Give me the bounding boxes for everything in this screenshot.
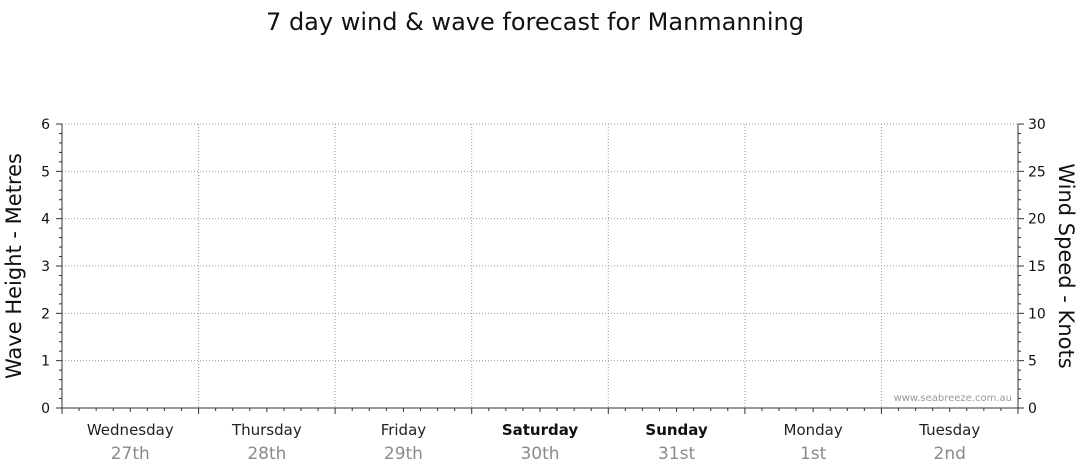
day-name-label: Thursday — [231, 421, 302, 439]
right-tick-label: 25 — [1028, 164, 1046, 180]
left-tick-label: 6 — [41, 117, 50, 133]
left-tick-label: 2 — [41, 306, 50, 322]
day-name-label: Sunday — [645, 421, 708, 439]
day-date-label: 2nd — [934, 444, 966, 464]
right-tick-label: 0 — [1028, 401, 1037, 417]
left-tick-label: 4 — [41, 212, 50, 228]
right-tick-label: 20 — [1028, 212, 1046, 228]
day-column-3: Saturday 30th — [502, 421, 579, 464]
day-date-label: 30th — [520, 444, 559, 464]
day-column-2: Friday 29th — [381, 421, 427, 464]
day-name-label: Monday — [784, 421, 843, 439]
day-name-label: Wednesday — [87, 421, 174, 439]
left-tick-label: 0 — [41, 401, 50, 417]
left-axis-title: Wave Height - Metres — [2, 153, 26, 379]
day-date-label: 27th — [111, 444, 150, 464]
grid-lines — [62, 123, 1018, 408]
day-date-label: 29th — [384, 444, 423, 464]
day-name-label: Saturday — [502, 421, 579, 439]
day-column-4: Sunday 31st — [645, 421, 708, 464]
left-tick-label: 1 — [41, 354, 50, 370]
day-column-6: Tuesday 2nd — [918, 421, 980, 464]
left-tick-label: 5 — [41, 164, 50, 180]
right-tick-label: 30 — [1028, 117, 1046, 133]
right-tick-label: 10 — [1028, 306, 1046, 322]
right-y-axis-ticks: 0 5 10 15 20 25 30 — [1018, 117, 1046, 417]
day-name-label: Tuesday — [918, 421, 980, 439]
left-y-axis-ticks: 0 1 2 3 4 5 6 — [41, 117, 62, 417]
day-date-label: 28th — [247, 444, 286, 464]
watermark: www.seabreeze.com.au — [894, 393, 1012, 404]
day-column-0: Wednesday 27th — [87, 421, 174, 464]
x-axis-day-labels: Wednesday 27th Thursday 28th Friday 29th Satur… — [61, 408, 1019, 464]
right-tick-label: 15 — [1028, 259, 1046, 275]
day-date-label: 1st — [800, 444, 827, 464]
right-axis-title: Wind Speed - Knots — [1054, 163, 1078, 368]
day-column-1: Thursday 28th — [231, 421, 302, 464]
day-column-5: Monday 1st — [784, 421, 843, 464]
chart-title: 7 day wind & wave forecast for Manmannin… — [266, 8, 804, 36]
day-name-label: Friday — [381, 421, 427, 439]
left-tick-label: 3 — [41, 259, 50, 275]
day-date-label: 31st — [658, 444, 695, 464]
right-tick-label: 5 — [1028, 354, 1037, 370]
